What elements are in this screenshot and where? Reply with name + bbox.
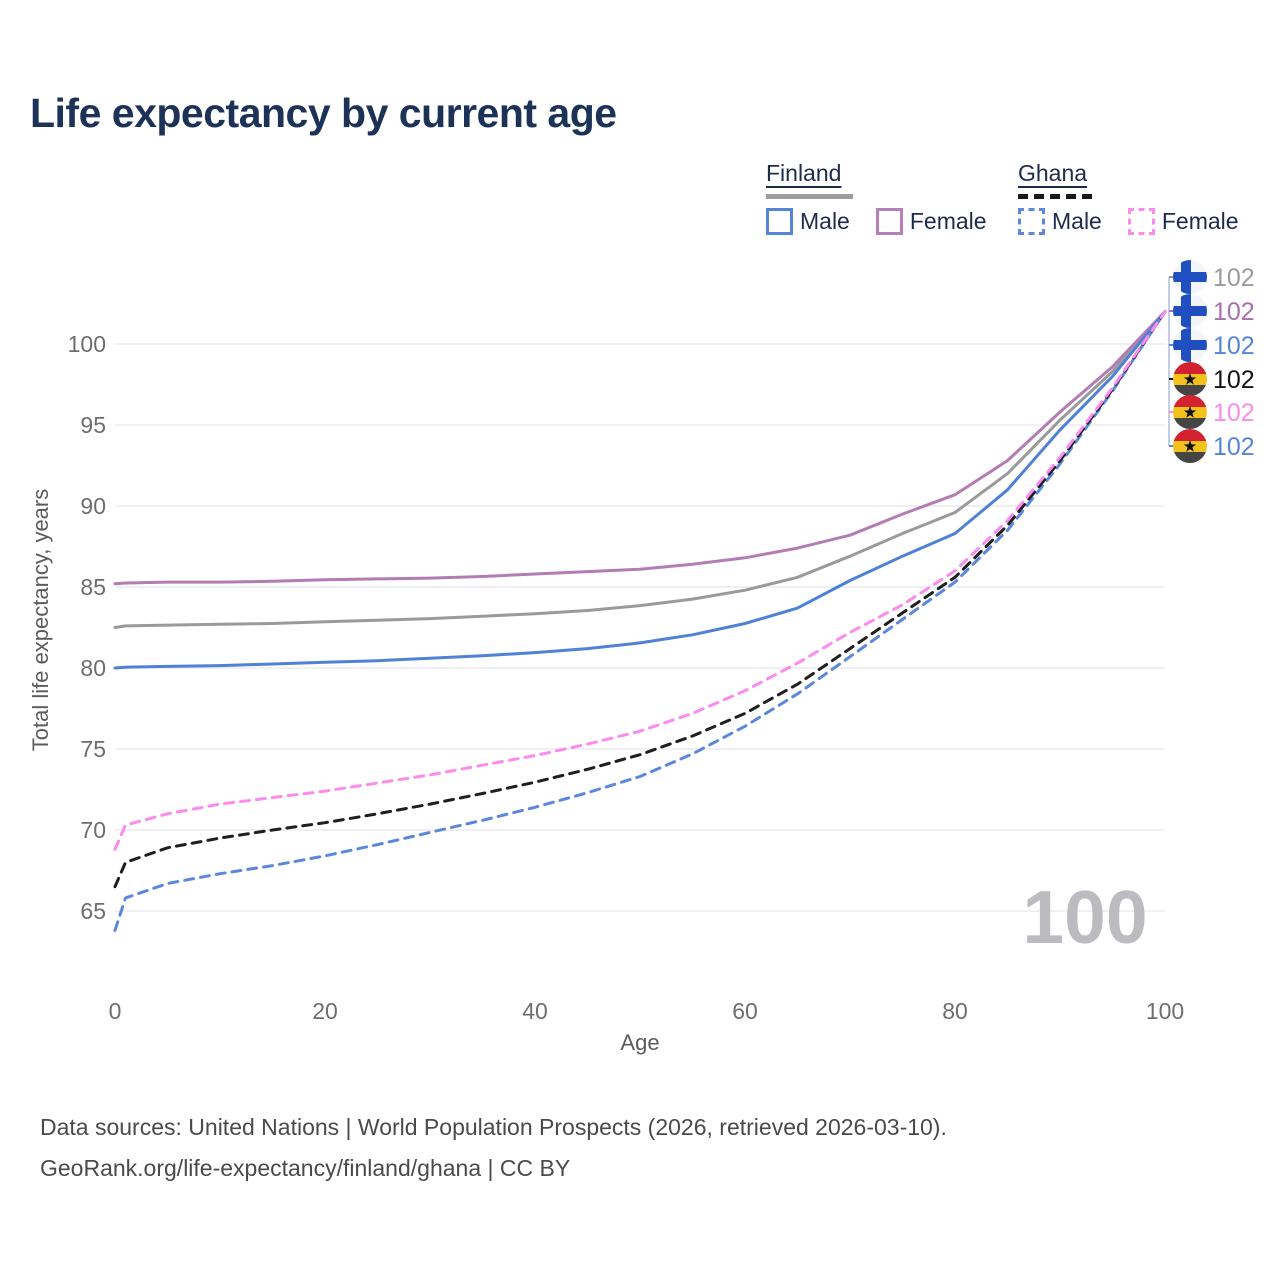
- y-tick-80: 80: [80, 655, 106, 681]
- total-line-sample-dashed: [1018, 194, 1095, 199]
- legend-swatch-icon: [1127, 208, 1155, 235]
- legend-item-label: Female: [1161, 208, 1239, 234]
- y-tick-85: 85: [80, 574, 106, 600]
- footer-attribution: GeoRank.org/life-expectancy/finland/ghan…: [40, 1155, 571, 1181]
- x-axis-title: Age: [620, 1030, 659, 1055]
- legend-country-finland[interactable]: Finland: [766, 160, 853, 199]
- legend-item-finland-female[interactable]: Female: [875, 208, 987, 235]
- legend-item-label: Female: [909, 208, 987, 234]
- legend-country-label: Finland: [766, 160, 842, 186]
- ghana-flag-icon: [1173, 429, 1207, 463]
- end-value-label: 102: [1213, 399, 1255, 427]
- y-tick-90: 90: [80, 493, 106, 519]
- ghana-flag-icon: [1173, 362, 1207, 396]
- legend-item-label: Male: [800, 208, 850, 234]
- series-line-ghana-female[interactable]: [113, 310, 1167, 851]
- series-line-finland-total[interactable]: [113, 310, 1167, 629]
- legend-group-ghana: Ghana Male Female: [1018, 160, 1239, 235]
- footer-data-sources: Data sources: United Nations | World Pop…: [40, 1114, 947, 1140]
- x-tick-100: 100: [1146, 998, 1184, 1024]
- ghana-flag-icon: [1173, 395, 1207, 429]
- end-value-label: 102: [1213, 366, 1255, 394]
- legend-item-label: Male: [1052, 208, 1102, 234]
- x-tick-20: 20: [312, 998, 338, 1024]
- legend-country-ghana[interactable]: Ghana: [1018, 160, 1095, 199]
- end-value-label: 102: [1213, 332, 1255, 360]
- series-line-finland-female[interactable]: [113, 310, 1167, 586]
- series-line-ghana-total[interactable]: [113, 310, 1167, 889]
- y-tick-70: 70: [80, 817, 106, 843]
- footer: Data sources: United Nations | World Pop…: [40, 1107, 947, 1189]
- y-tick-75: 75: [80, 736, 106, 762]
- age-counter-watermark: 100: [1022, 875, 1147, 959]
- series-line-finland-male[interactable]: [113, 310, 1167, 670]
- y-tick-100: 100: [68, 331, 106, 357]
- legend: Finland Male Female Ghana Male Female: [0, 160, 1280, 240]
- x-tick-80: 80: [942, 998, 968, 1024]
- x-tick-40: 40: [522, 998, 548, 1024]
- end-value-label: 102: [1213, 433, 1255, 461]
- legend-item-finland-male[interactable]: Male: [766, 208, 850, 235]
- legend-swatch-icon: [875, 208, 903, 235]
- legend-swatch-icon: [1018, 208, 1045, 235]
- legend-item-ghana-male[interactable]: Male: [1018, 208, 1102, 235]
- finland-flag-icon: [1173, 294, 1207, 328]
- total-line-sample-solid: [766, 194, 853, 199]
- x-tick-60: 60: [732, 998, 758, 1024]
- finland-flag-icon: [1173, 260, 1207, 294]
- x-tick-0: 0: [109, 998, 122, 1024]
- y-axis-title: Total life expectancy, years: [28, 489, 53, 752]
- end-value-label: 102: [1213, 298, 1255, 326]
- legend-swatch-icon: [766, 208, 793, 235]
- y-tick-65: 65: [80, 898, 106, 924]
- y-tick-95: 95: [80, 412, 106, 438]
- finland-flag-icon: [1173, 328, 1207, 362]
- page-title: Life expectancy by current age: [30, 90, 617, 136]
- legend-item-ghana-female[interactable]: Female: [1127, 208, 1239, 235]
- legend-country-label: Ghana: [1018, 160, 1088, 186]
- legend-group-finland: Finland Male Female: [766, 160, 987, 235]
- series-line-ghana-male[interactable]: [113, 310, 1167, 932]
- end-value-label: 102: [1213, 264, 1255, 292]
